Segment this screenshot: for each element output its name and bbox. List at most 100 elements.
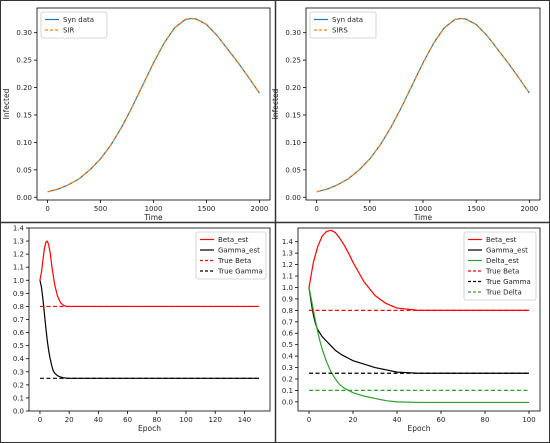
x-tick-label: 40 [393,416,402,424]
x-axis-label: Epoch [138,424,161,433]
legend: Syn data SIR [40,11,108,39]
x-tick-label: 0 [307,416,311,424]
y-tick-label: 1.2 [13,251,24,259]
chart-0: 0 500 1000 1500 2000 0.00 0.05 0.10 0.15 0.20 0.25… [2,7,271,222]
chart-1: 0 500 1000 1500 2000 0.00 0.05 0.10 0.15 0.20 0.25… [271,7,541,222]
y-axis-label: Infected [2,88,11,119]
y-tick-label: 0.9 [13,290,24,298]
x-tick-label: 500 [94,205,107,213]
legend-box [309,11,377,39]
x-tick-label: 80 [481,416,490,424]
y-tick-label: 0.2 [282,375,293,383]
y-tick-label: 0.6 [13,329,25,337]
y-tick-label: 1.1 [13,264,24,272]
y-tick-label: 0.4 [282,353,294,361]
x-tick-label: 100 [522,416,535,424]
series-line-sirs [316,17,530,193]
x-tick-label: 60 [123,416,132,424]
y-tick-label: 0.05 [285,166,301,174]
series-line-beta-est [308,229,529,311]
y-tick-label: 1.0 [13,277,24,285]
legend: Beta_est Gamma_est Delta_est True Beta True … [463,231,537,301]
x-tick-label: 140 [238,416,251,424]
y-tick-label: 0.30 [285,29,301,37]
y-tick-label: 0.20 [16,84,32,92]
x-axis-label: Time [413,213,433,222]
y-tick-label: 0.1 [13,394,24,402]
chart-2: 0 20 40 60 80 100 120 140 0.0 0.1 0.2 0.3 0.4 0.5 0.6 0… [13,225,271,433]
legend: Syn data SIRS [309,11,377,39]
x-tick-label: 500 [363,205,376,213]
legend-entry: True Beta [217,257,251,265]
y-tick-label: 0.5 [13,342,24,350]
y-tick-label: 0.0 [13,408,24,416]
x-tick-label: 20 [65,416,74,424]
legend-entry: Beta_est [486,236,517,244]
y-tick-label: 0.4 [13,355,25,363]
x-tick-label: 1000 [414,205,432,213]
y-tick-label: 0.9 [282,295,293,303]
legend-entry: Gamma_est [218,247,260,255]
legend-entry: True Gamma [485,278,531,286]
y-tick-label: 0.6 [282,330,294,338]
y-tick-label: 0.3 [282,364,293,372]
y-tick-label: 1.3 [13,238,24,246]
y-tick-label: 0.25 [16,57,32,65]
y-tick-label: 0.0 [282,398,293,406]
y-tick-label: 0.25 [285,57,301,65]
y-tick-label: 1.4 [13,225,25,233]
legend-entry: Syn data [332,16,363,24]
x-tick-label: 60 [437,416,446,424]
chart-3: 0 20 40 60 80 100 0.0 0.1 0.2 0.3 0.4 0.5 0.6 0.7 0.8 0… [282,227,541,433]
y-tick-label: 1.3 [282,250,293,258]
series-line-sir [47,17,260,193]
y-tick-label: 0.1 [282,387,293,395]
x-tick-label: 100 [179,416,192,424]
legend: Beta_est Gamma_est True Beta True Gamma [195,231,267,280]
series-line-delta-est [308,287,529,404]
y-tick-label: 0.10 [16,139,32,147]
x-tick-label: 2000 [250,205,268,213]
legend-entry: True Beta [485,268,519,276]
x-tick-label: 2000 [520,205,538,213]
x-tick-label: 80 [152,416,161,424]
y-tick-label: 0.30 [16,29,32,37]
y-tick-label: 0.15 [285,111,301,119]
y-tick-label: 0.8 [282,307,293,315]
legend-entry: Delta_est [486,257,519,265]
y-tick-label: 0.05 [16,166,32,174]
y-tick-label: 0.7 [282,318,293,326]
y-tick-label: 0.8 [13,303,24,311]
legend-entry: True Gamma [217,268,263,276]
y-tick-label: 0.3 [13,368,24,376]
legend-box [463,231,537,301]
x-tick-label: 40 [94,416,103,424]
legend-box [195,231,267,280]
x-tick-label: 1500 [198,205,216,213]
y-axis-label: Infected [271,88,280,119]
y-tick-label: 0.00 [16,194,32,202]
x-tick-label: 1500 [467,205,485,213]
y-tick-label: 0.5 [282,341,293,349]
legend-entry: SIR [63,27,75,35]
legend-entry: Syn data [63,16,94,24]
y-tick-label: 0.7 [13,316,24,324]
y-tick-label: 1.2 [282,261,293,269]
x-tick-label: 0 [314,205,318,213]
x-tick-label: 1000 [145,205,163,213]
legend-entry: True Delta [485,289,522,297]
x-axis-label: Time [143,213,163,222]
plot-area [297,227,541,412]
y-tick-label: 0.20 [285,84,301,92]
x-axis-label: Epoch [408,424,431,433]
legend-entry: Beta_est [218,236,249,244]
legend-box [40,11,108,39]
legend-entry: Gamma_est [486,247,528,255]
x-tick-label: 0 [45,205,49,213]
y-tick-label: 0.10 [285,139,301,147]
x-tick-label: 20 [349,416,358,424]
legend-entry: SIRS [332,27,348,35]
y-tick-label: 0.15 [16,111,32,119]
y-tick-label: 1.0 [282,284,293,292]
